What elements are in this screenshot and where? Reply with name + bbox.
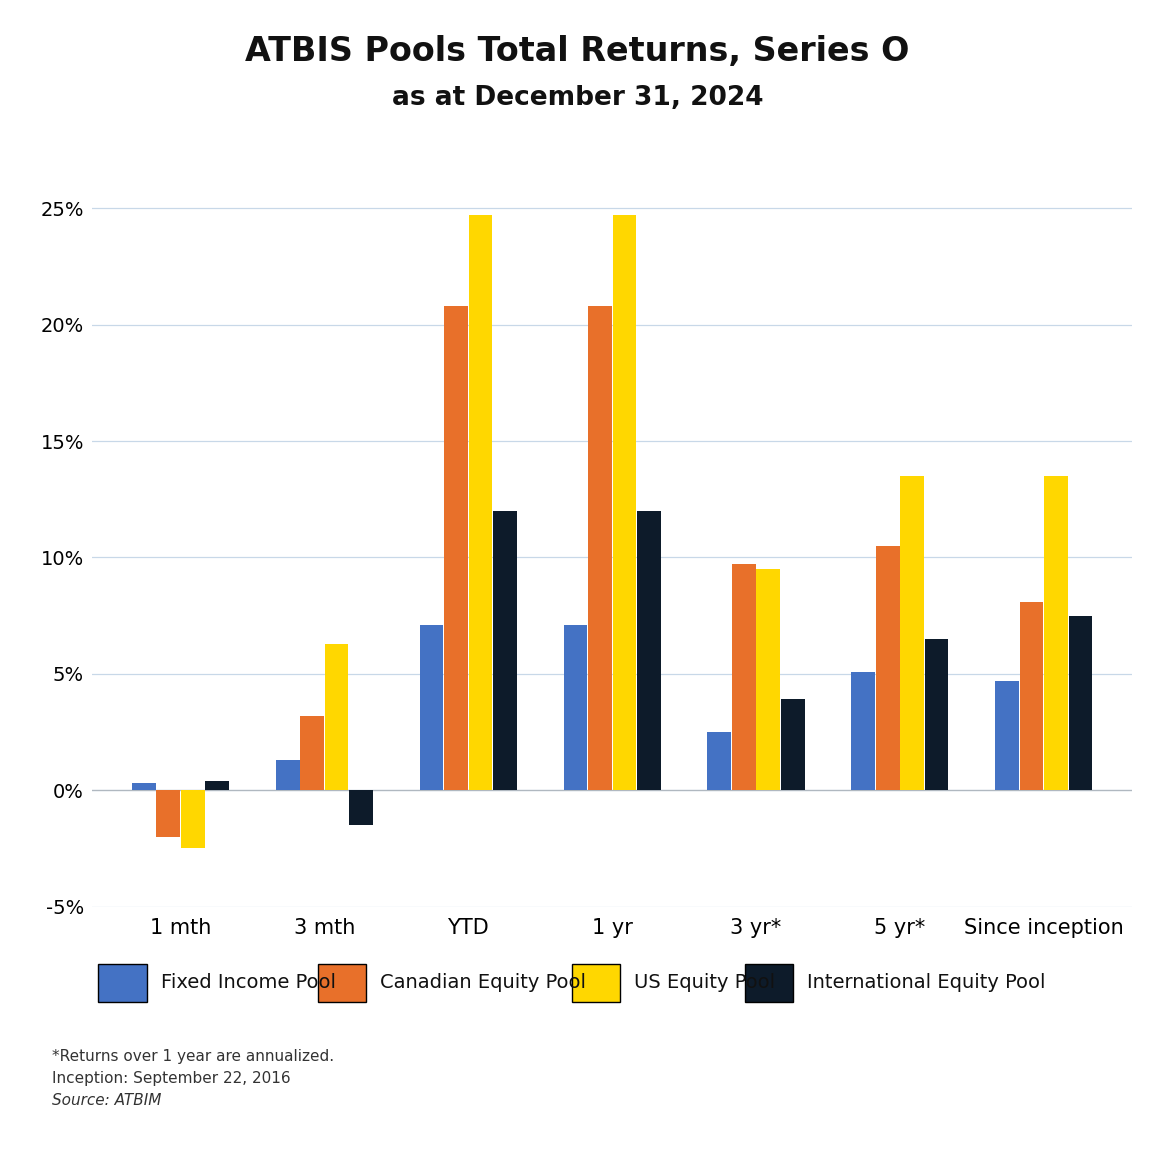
Bar (564, 625, 588, 790)
Bar (206, 781, 229, 790)
Bar (996, 680, 1019, 790)
Text: ATBIS Pools Total Returns, Series O: ATBIS Pools Total Returns, Series O (245, 36, 910, 68)
Text: International Equity Pool: International Equity Pool (807, 974, 1045, 992)
Bar (493, 511, 516, 790)
Bar (900, 476, 924, 790)
Bar (181, 790, 204, 849)
FancyBboxPatch shape (745, 963, 793, 1003)
FancyBboxPatch shape (318, 963, 366, 1003)
Bar (781, 700, 805, 790)
Bar (875, 546, 900, 790)
Bar (925, 639, 948, 790)
Bar (1020, 602, 1043, 790)
Text: Source: ATBIM: Source: ATBIM (52, 1093, 162, 1108)
FancyBboxPatch shape (98, 963, 147, 1003)
Text: *Returns over 1 year are annualized.: *Returns over 1 year are annualized. (52, 1049, 334, 1064)
Bar (757, 569, 780, 790)
Bar (708, 732, 731, 790)
Bar (732, 565, 755, 790)
Bar (276, 760, 299, 790)
Bar (300, 716, 325, 790)
Text: Inception: September 22, 2016: Inception: September 22, 2016 (52, 1071, 291, 1086)
Text: Fixed Income Pool: Fixed Income Pool (161, 974, 336, 992)
Bar (1068, 616, 1093, 790)
Bar (132, 783, 156, 790)
Bar (419, 625, 444, 790)
Bar (1044, 476, 1068, 790)
Bar (636, 511, 661, 790)
Bar (445, 306, 468, 790)
Bar (156, 790, 180, 837)
FancyBboxPatch shape (572, 963, 620, 1003)
Text: US Equity Pool: US Equity Pool (634, 974, 775, 992)
Bar (469, 215, 492, 790)
Bar (851, 671, 875, 790)
Text: Canadian Equity Pool: Canadian Equity Pool (380, 974, 586, 992)
Bar (325, 643, 349, 790)
Bar (349, 790, 373, 825)
Text: as at December 31, 2024: as at December 31, 2024 (392, 85, 763, 111)
Bar (588, 306, 612, 790)
Bar (612, 215, 636, 790)
